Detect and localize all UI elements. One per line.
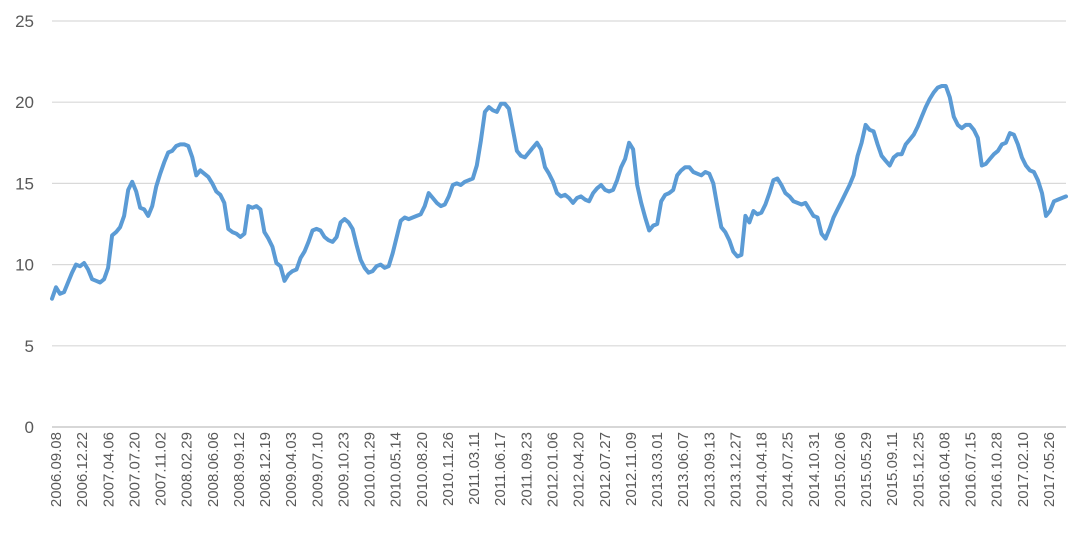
x-tick-label: 2014.04.18 (754, 432, 771, 507)
x-tick-label: 2009.10.23 (335, 432, 352, 507)
y-tick-label: 10 (15, 256, 34, 275)
x-tick-label: 2011.03.11 (466, 432, 483, 505)
x-tick-label: 2016.04.08 (937, 432, 954, 507)
y-tick-label: 0 (25, 418, 34, 437)
x-tick-label: 2015.02.06 (832, 432, 849, 507)
gridlines (52, 20, 1066, 428)
x-tick-label: 2013.12.27 (727, 432, 744, 507)
x-tick-label: 2012.07.27 (597, 432, 614, 507)
x-tick-label: 2008.02.29 (179, 432, 196, 507)
y-tick-label: 20 (15, 93, 34, 112)
x-tick-label: 2013.09.13 (701, 432, 718, 507)
x-tick-label: 2010.01.29 (362, 432, 379, 507)
x-tick-label: 2010.11.26 (440, 432, 457, 506)
x-tick-label: 2009.07.10 (309, 432, 326, 507)
x-tick-label: 2017.02.10 (1015, 432, 1032, 507)
y-tick-label: 5 (25, 337, 34, 356)
x-tick-label: 2008.09.12 (231, 432, 248, 507)
x-tick-label: 2006.12.22 (74, 432, 91, 507)
x-tick-label: 2014.10.31 (806, 432, 823, 507)
x-tick-label: 2016.10.28 (989, 432, 1006, 507)
x-tick-label: 2012.04.20 (571, 432, 588, 507)
x-tick-label: 2008.12.19 (257, 432, 274, 507)
y-tick-label: 25 (15, 12, 34, 31)
y-tick-label: 15 (15, 174, 34, 193)
x-tick-label: 2011.09.23 (518, 432, 535, 506)
x-tick-label: 2015.12.25 (910, 432, 927, 507)
x-tick-label: 2013.03.01 (649, 432, 666, 507)
series-line (50, 84, 1068, 301)
x-tick-label: 2017.05.26 (1041, 432, 1058, 507)
x-axis-tick-labels: 2006.09.08 2006.12.22 2007.04.06 2007.07.20… (48, 432, 1058, 507)
x-tick-label: 2013.06.07 (675, 432, 692, 507)
x-tick-label: 2008.06.06 (205, 432, 222, 507)
x-tick-label: 2007.04.06 (100, 432, 117, 507)
x-tick-label: 2007.11.02 (153, 432, 170, 506)
series-layer (50, 84, 1068, 301)
x-tick-label: 2006.09.08 (48, 432, 65, 507)
x-tick-label: 2009.04.03 (283, 432, 300, 507)
x-tick-label: 2016.07.15 (963, 432, 980, 507)
x-tick-label: 2010.08.20 (414, 432, 431, 507)
x-tick-label: 2015.05.29 (858, 432, 875, 507)
x-tick-label: 2014.07.25 (780, 432, 797, 507)
x-tick-label: 2015.09.11 (884, 432, 901, 506)
x-tick-label: 2010.05.14 (388, 432, 405, 507)
x-tick-label: 2012.01.06 (545, 432, 562, 507)
y-axis-tick-labels: 0 5 10 15 20 25 (15, 12, 34, 437)
x-tick-label: 2011.06.17 (492, 432, 509, 506)
x-tick-label: 2007.07.20 (126, 432, 143, 507)
x-tick-label: 2012.11.09 (623, 432, 640, 506)
